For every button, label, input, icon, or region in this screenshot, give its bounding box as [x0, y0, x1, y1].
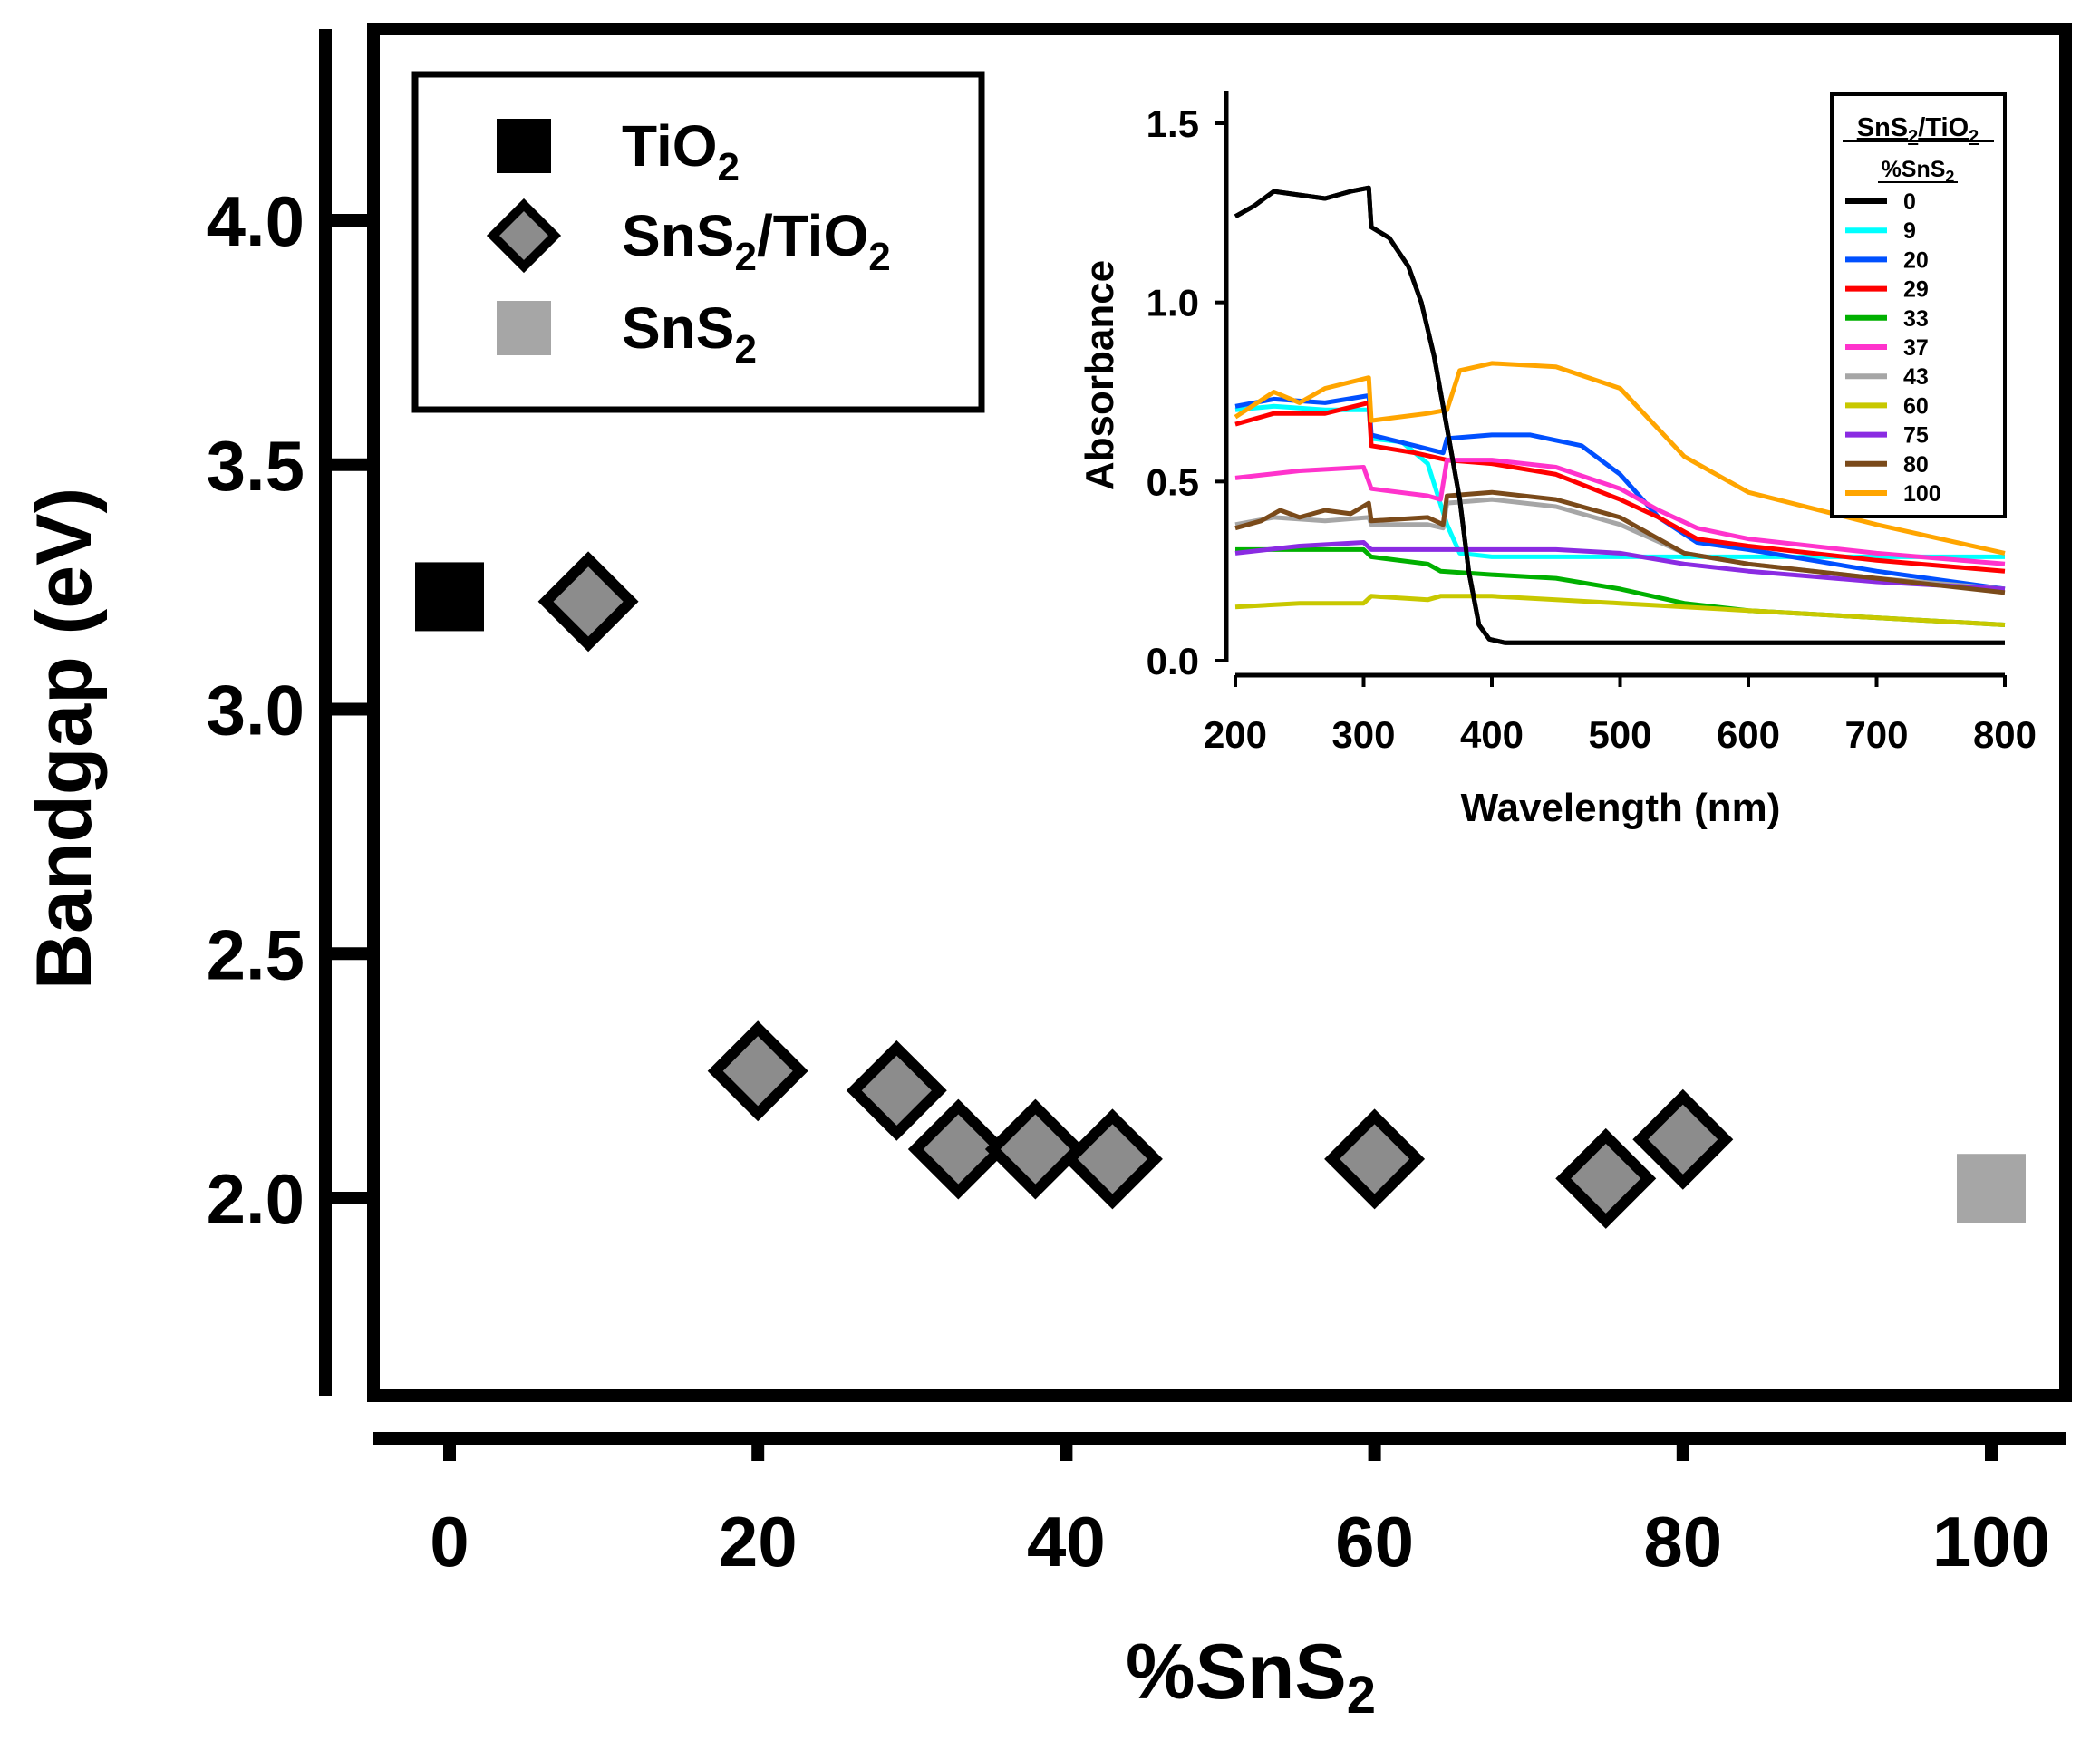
- inset-legend-label: 80: [1903, 452, 1929, 478]
- inset-legend-label: 75: [1903, 423, 1929, 449]
- inset-legend-label: 60: [1903, 393, 1929, 419]
- inset-y-axis-label: Absorbance: [1078, 260, 1122, 490]
- inset-legend-label: 43: [1903, 364, 1929, 390]
- inset-legend-title: SnS2/TiO2: [1857, 113, 1979, 147]
- inset-legend-label: 9: [1903, 218, 1916, 244]
- inset-x-tick-label: 200: [1204, 713, 1267, 756]
- main-point-sns2-tio2: [1555, 1127, 1657, 1229]
- main-point-sns2-tio2: [537, 551, 639, 653]
- inset-legend-label: 29: [1903, 277, 1929, 303]
- main-point-sns2: [1957, 1154, 2026, 1223]
- inset-line-100: [1234, 361, 2006, 556]
- inset-chart: 200 300 400 500 600 700 800 0.00.51.01.5 Wavel…: [1078, 91, 2037, 830]
- inset-x-tick-label: 500: [1588, 713, 1651, 756]
- main-x-tick-label: 0: [430, 1502, 469, 1581]
- inset-line-75: [1234, 540, 2006, 592]
- main-legend: TiO2 SnS2/TiO2 SnS2: [411, 71, 985, 413]
- main-point-sns2-tio2: [907, 1098, 1009, 1200]
- main-point-sns2-tio2: [984, 1098, 1086, 1200]
- main-x-axis-label: %SnS2: [1126, 1629, 1376, 1725]
- inset-legend-label: 37: [1903, 335, 1929, 361]
- main-y-tick-label: 3.0: [207, 671, 305, 750]
- main-point-sns2-tio2: [1324, 1108, 1426, 1210]
- legend-label: SnS2/TiO2: [622, 203, 891, 279]
- inset-legend-subtitle: %SnS2: [1882, 157, 1955, 186]
- legend-marker-tio2: [497, 119, 551, 173]
- inset-legend-label: 33: [1903, 306, 1929, 332]
- main-x-tick-label: 40: [1027, 1502, 1106, 1581]
- legend-label: TiO2: [622, 113, 740, 189]
- main-x-tick-label: 20: [719, 1502, 798, 1581]
- inset-line-29: [1234, 400, 2006, 574]
- legend-marker-sns2-tio2: [486, 198, 562, 274]
- main-y-axis: 2.0 2.5 3.0 3.5 4.0: [207, 29, 373, 1396]
- main-point-sns2-tio2: [846, 1040, 947, 1141]
- main-x-tick-label: 100: [1932, 1502, 2050, 1581]
- inset-x-tick-label: 600: [1717, 713, 1780, 756]
- inset-x-tick-label: 400: [1460, 713, 1524, 756]
- inset-line-20: [1234, 393, 2006, 592]
- inset-x-axis: 200 300 400 500 600 700 800: [1204, 672, 2037, 756]
- inset-legend-label: 0: [1903, 189, 1916, 215]
- inset-legend-box: [1830, 92, 2007, 518]
- inset-y-axis: 0.0 0.5 1.0 1.5: [1147, 91, 1229, 682]
- main-y-tick-label: 2.5: [207, 914, 305, 994]
- inset-x-tick-label: 700: [1844, 713, 1908, 756]
- inset-line-60: [1234, 594, 2006, 627]
- main-x-tick-label: 80: [1643, 1502, 1722, 1581]
- inset-y-tick-label: 0.0: [1147, 640, 1199, 682]
- inset-legend: SnS2/TiO2 %SnS2 0 9 20 29 33 37 43 60 75 80 100: [1830, 92, 2007, 518]
- inset-line-80: [1234, 489, 2006, 595]
- inset-y-tick-label: 0.5: [1147, 460, 1199, 503]
- main-point-sns2-tio2: [1632, 1088, 1734, 1190]
- legend-marker-sns2: [497, 301, 551, 355]
- main-point-tio2: [415, 562, 484, 632]
- main-y-tick-label: 2.0: [207, 1159, 305, 1239]
- inset-x-axis-label: Wavelength (nm): [1461, 786, 1781, 830]
- inset-x-tick-label: 800: [1973, 713, 2037, 756]
- main-point-sns2-tio2: [707, 1020, 808, 1122]
- inset-line-37: [1234, 458, 2006, 566]
- inset-y-tick-label: 1.0: [1147, 282, 1199, 324]
- inset-lines: [1234, 185, 2006, 645]
- main-points: [415, 551, 2026, 1229]
- inset-legend-label: 20: [1903, 247, 1929, 273]
- main-y-axis-label: Bandgap (eV): [21, 488, 108, 990]
- main-x-axis: 0 20 40 60 80 100: [373, 1432, 2066, 1581]
- inset-x-tick-label: 300: [1331, 713, 1395, 756]
- main-y-tick-label: 4.0: [207, 181, 305, 261]
- main-y-tick-label: 3.5: [207, 426, 305, 506]
- inset-line-0-top: [1234, 185, 2005, 645]
- inset-legend-label: 100: [1903, 481, 1941, 507]
- legend-label: SnS2: [622, 295, 757, 372]
- inset-y-tick-label: 1.5: [1147, 102, 1199, 145]
- main-x-tick-label: 60: [1335, 1502, 1414, 1581]
- main-point-sns2-tio2: [1061, 1108, 1163, 1210]
